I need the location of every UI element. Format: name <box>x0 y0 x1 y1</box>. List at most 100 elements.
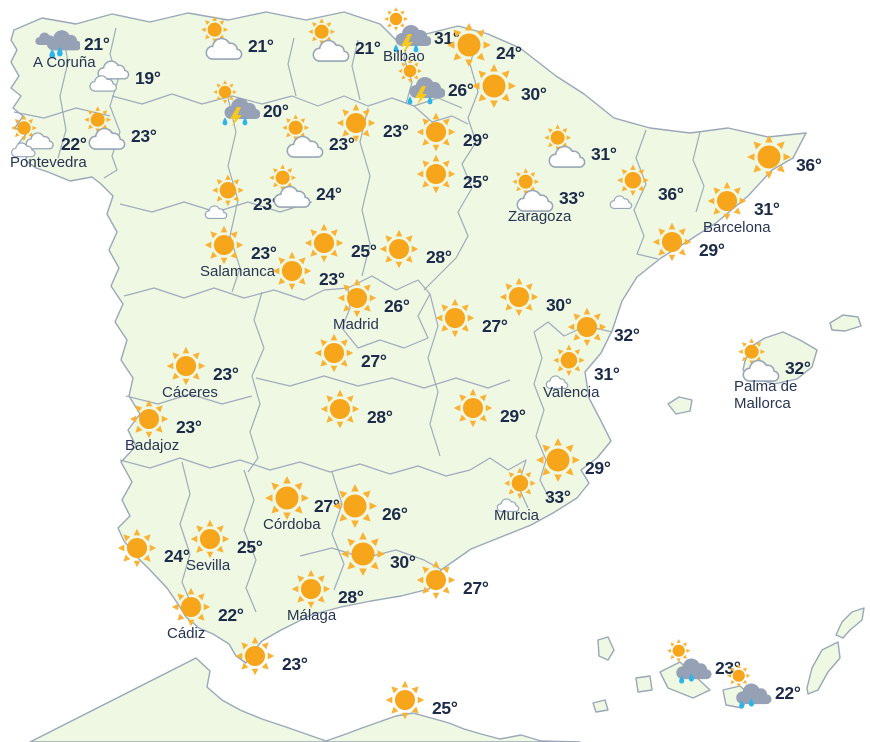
weather-station-madrid[interactable]: 26° Madrid <box>333 274 410 334</box>
temperature-label: 21° <box>84 33 110 54</box>
sun-with-small-cloud-icon <box>607 162 655 210</box>
station-row: 24° <box>113 524 190 572</box>
island-fuerteventura <box>806 641 841 695</box>
weather-station-26[interactable]: 28° <box>375 225 452 273</box>
weather-station-40[interactable]: 26° <box>331 482 408 530</box>
weather-station-c-rdoba[interactable]: 27° Córdoba <box>263 474 340 534</box>
temperature-label: 24° <box>164 545 190 566</box>
weather-station-8[interactable]: 24° <box>445 21 522 69</box>
sunny-icon <box>648 218 696 266</box>
weather-station-c-ceres[interactable]: 23° Cáceres <box>162 342 239 402</box>
island-ibiza <box>667 396 693 415</box>
sunny-icon <box>412 556 460 604</box>
weather-station-18[interactable]: 36° <box>745 133 822 181</box>
weather-station-51[interactable]: 22° <box>724 661 801 709</box>
weather-station-31[interactable]: 32° <box>563 303 640 351</box>
weather-station-47[interactable]: 23° <box>231 632 308 680</box>
weather-station-palma-de-mallorca[interactable]: 32° Palma de Mallorca <box>734 336 811 412</box>
city-label: Sevilla <box>186 557 231 574</box>
weather-station-zaragoza[interactable]: 33° Zaragoza <box>508 166 585 226</box>
weather-station-9[interactable]: 26° <box>397 58 474 106</box>
station-row: 23° <box>80 104 157 152</box>
sunny-icon <box>495 273 543 321</box>
station-row: 21° <box>33 12 110 60</box>
weather-station-33[interactable]: 28° <box>316 385 393 433</box>
station-row: 21° <box>197 14 274 62</box>
sunny-icon <box>470 62 518 110</box>
temperature-label: 25° <box>237 536 263 557</box>
weather-station-13[interactable]: 29° <box>412 108 489 156</box>
weather-station-barcelona[interactable]: 31° Barcelona <box>703 177 780 237</box>
weather-station-15[interactable]: 31° <box>540 122 617 170</box>
sun-with-small-cloud-icon <box>543 342 591 390</box>
sun-with-small-cloud-icon <box>202 172 250 220</box>
sun-with-small-cloud-icon <box>494 465 542 513</box>
weather-station-a-coru-a[interactable]: 21° A Coruña <box>33 12 110 72</box>
weather-station-43[interactable]: 30° <box>339 530 416 578</box>
sun-behind-cloud-icon <box>304 16 352 64</box>
weather-station-5[interactable]: 20° <box>212 79 289 127</box>
weather-station-3[interactable]: 23° <box>80 104 157 152</box>
station-row: 22° <box>10 112 87 160</box>
weather-station-25[interactable]: 23° <box>268 247 345 295</box>
sunny-icon <box>316 385 364 433</box>
weather-station-46[interactable]: 27° <box>412 556 489 604</box>
weather-station-6[interactable]: 21° <box>304 16 381 64</box>
temperature-label: 26° <box>448 79 474 100</box>
weather-station-22[interactable]: 24° <box>265 162 342 210</box>
weather-station-34[interactable]: 29° <box>449 384 526 432</box>
weather-station-48[interactable]: 25° <box>381 676 458 724</box>
temperature-label: 23° <box>383 120 409 141</box>
city-label: Córdoba <box>263 516 321 533</box>
sun-behind-cloud-icon <box>278 112 326 160</box>
weather-station-30[interactable]: 30° <box>495 273 572 321</box>
weather-station-bilbao[interactable]: 31° Bilbao <box>383 6 460 66</box>
weather-station-murcia[interactable]: 33° Murcia <box>494 465 571 525</box>
station-row: 25° <box>381 676 458 724</box>
weather-station-4[interactable]: 21° <box>197 14 274 62</box>
station-row: 25° <box>412 150 489 198</box>
weather-station-c-diz[interactable]: 22° Cádiz <box>167 583 244 643</box>
weather-station-37[interactable]: 29° <box>534 436 611 484</box>
sun-behind-cloud-icon <box>80 104 128 152</box>
city-label: Barcelona <box>703 219 771 236</box>
weather-station-14[interactable]: 25° <box>412 150 489 198</box>
station-row: 28° <box>287 565 364 613</box>
sunny-icon <box>412 150 460 198</box>
weather-station-1[interactable]: 19° <box>84 46 161 94</box>
weather-station-11[interactable]: 23° <box>332 99 409 147</box>
weather-station-24[interactable]: 25° <box>300 219 377 267</box>
station-row: 24° <box>445 21 522 69</box>
station-row: 30° <box>339 530 416 578</box>
weather-station-m-laga[interactable]: 28° Málaga <box>287 565 364 625</box>
sunny-icon <box>162 342 210 390</box>
weather-station-17[interactable]: 36° <box>607 162 684 210</box>
weather-station-29[interactable]: 27° <box>431 294 508 342</box>
weather-station-10[interactable]: 30° <box>470 62 547 110</box>
rain-cloud-with-drops-icon <box>33 12 81 60</box>
station-row: 22° <box>167 583 244 631</box>
weather-station-badajoz[interactable]: 23° Badajoz <box>125 395 202 455</box>
weather-station-20[interactable]: 29° <box>648 218 725 266</box>
land-mainland-spain <box>10 11 807 664</box>
weather-station-salamanca[interactable]: 23° Salamanca <box>200 221 277 281</box>
temperature-label: 23° <box>329 133 355 154</box>
weather-station-28[interactable]: 27° <box>310 329 387 377</box>
weather-station-valencia[interactable]: 31° Valencia <box>543 342 620 402</box>
temperature-label: 21° <box>355 37 381 58</box>
city-label: Palma de Mallorca <box>734 378 798 412</box>
weather-station-42[interactable]: 24° <box>113 524 190 572</box>
weather-station-pontevedra[interactable]: 22° Pontevedra <box>10 112 87 172</box>
city-label: Badajoz <box>125 437 180 454</box>
weather-station-sevilla[interactable]: 25° Sevilla <box>186 515 263 575</box>
temperature-label: 27° <box>463 577 489 598</box>
weather-station-21[interactable]: 23° <box>202 172 279 220</box>
weather-station-12[interactable]: 23° <box>278 112 355 160</box>
temperature-label: 31° <box>594 363 620 384</box>
station-row: 27° <box>431 294 508 342</box>
station-row: 27° <box>310 329 387 377</box>
sunny-icon <box>186 515 234 563</box>
city-label: Valencia <box>543 384 600 401</box>
station-row: 24° <box>265 162 342 210</box>
temperature-label: 26° <box>382 503 408 524</box>
